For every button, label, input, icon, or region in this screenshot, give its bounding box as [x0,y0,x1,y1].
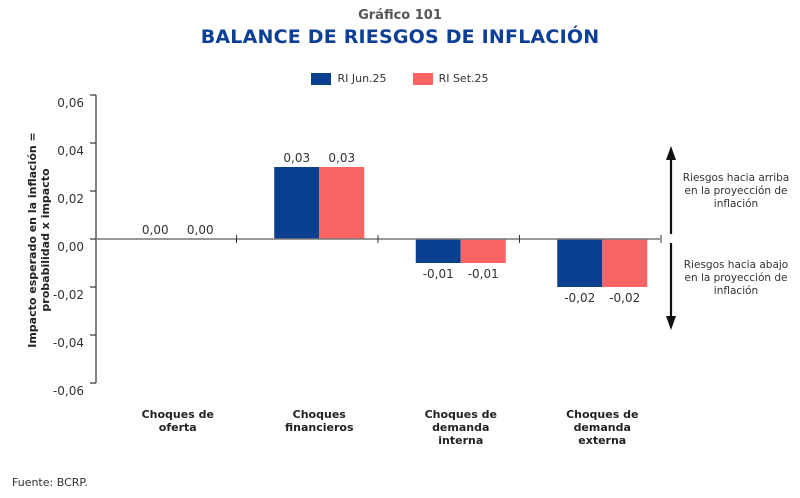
data-label: 0,03 [328,151,355,165]
upside-risk-annotation: Riesgos hacia arriba en la proyección de i… [683,172,790,210]
x-category-label: Choques de oferta [142,408,214,434]
bar-ri-set25 [602,239,648,287]
data-label: 0,00 [187,223,214,237]
legend-label-ri-set25: RI Set.25 [438,72,489,85]
y-axis-label-line: probabilidad x impacto [39,168,52,312]
downside-risk-annotation: Riesgos hacia abajo en la proyección de in… [684,259,788,297]
legend-item-ri-jun25: RI Jun.25 [311,72,387,85]
x-category-label-line: Choques [293,408,347,421]
downside-risk-annotation-line: Riesgos hacia abajo [684,259,788,271]
legend-swatch-ri-set25 [412,72,433,85]
y-tick-label: 0,00 [57,240,84,254]
y-tick-label: -0,04 [53,336,84,350]
down-arrow-icon [666,316,676,330]
legend-label-ri-jun25: RI Jun.25 [337,72,387,85]
legend: RI Jun.25 RI Set.25 [0,72,800,85]
downside-risk-annotation-line: inflación [714,285,758,297]
x-category-label-line: oferta [159,421,197,434]
x-category-label-line: Choques de [425,408,497,421]
x-category-label-line: externa [578,434,626,447]
x-category-label-line: Choques de [142,408,214,421]
y-tick-label: 0,02 [57,192,84,206]
x-category-label-line: Choques de [566,408,638,421]
x-category-label: Choques de demanda externa [566,408,638,447]
y-tick-label: -0,02 [53,288,84,302]
data-label: -0,02 [609,291,640,305]
x-category-label-line: financieros [285,421,354,434]
legend-item-ri-set25: RI Set.25 [412,72,489,85]
y-axis-label: Impacto esperado en la inflación =probab… [26,132,52,348]
upside-risk-annotation-line: Riesgos hacia arriba [683,172,790,184]
downside-risk-annotation-line: en la proyección de [685,272,788,284]
x-category-label-line: demanda [432,421,489,434]
bar-ri-jun25 [415,239,461,263]
bar-ri-jun25 [557,239,603,287]
y-tick-label: 0,04 [57,144,84,158]
data-label: -0,01 [423,267,454,281]
legend-swatch-ri-jun25 [311,72,332,85]
data-label: 0,03 [283,151,310,165]
x-category-label-line: interna [438,434,483,447]
bar-ri-jun25 [274,167,320,239]
y-axis-label-line: Impacto esperado en la inflación = [26,132,39,348]
data-label: -0,02 [564,291,595,305]
upside-risk-annotation-line: inflación [714,198,758,210]
x-category-label: Choques financieros [285,408,354,434]
x-category-label: Choques de demanda interna [425,408,497,447]
chart-subtitle: Gráfico 101 [358,8,442,23]
chart-title: BALANCE DE RIESGOS DE INFLACIÓN [200,26,600,48]
x-category-label-line: demanda [574,421,631,434]
bar-ri-set25 [460,239,506,263]
y-tick-label: -0,06 [53,384,84,398]
up-arrow-icon [666,146,676,160]
upside-risk-annotation-line: en la proyección de [685,185,788,197]
y-tick-label: 0,06 [57,96,84,110]
source-note: Fuente: BCRP. [12,476,88,489]
bar-ri-set25 [319,167,365,239]
data-label: 0,00 [142,223,169,237]
data-label: -0,01 [468,267,499,281]
